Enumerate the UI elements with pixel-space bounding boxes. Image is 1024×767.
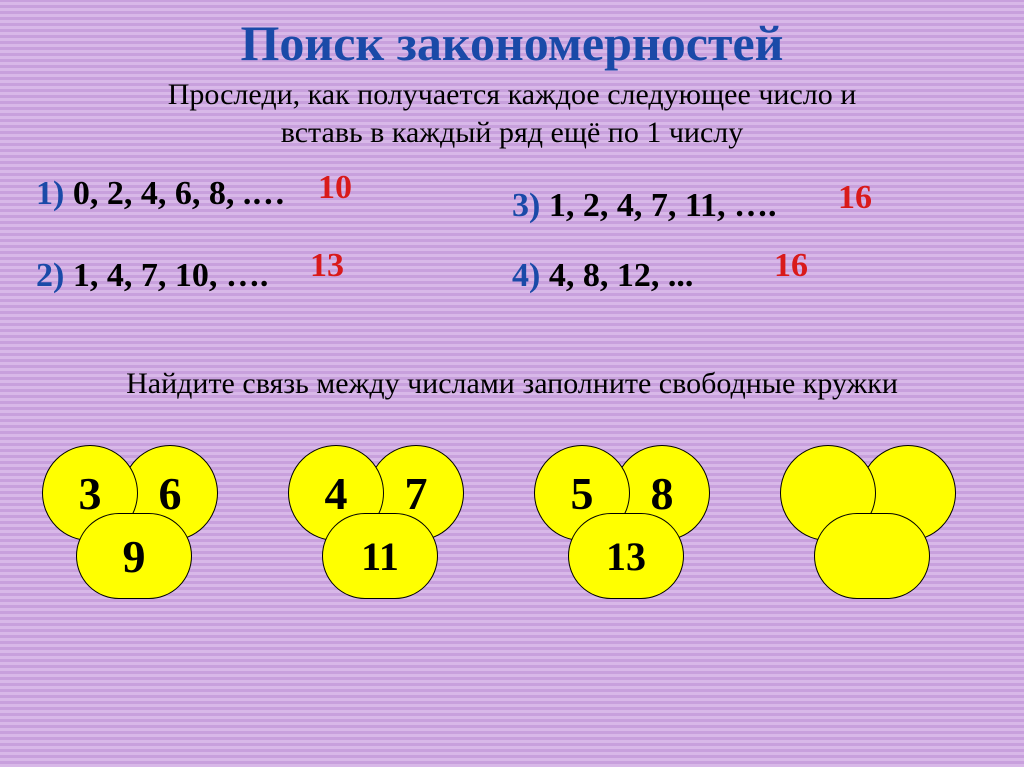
circles-prompt: Найдите связь между числами заполните св… — [0, 367, 1024, 401]
sequences-right-column: 3) 1, 2, 4, 7, 11, …. 16 4) 4, 8, 12, ..… — [512, 175, 988, 339]
sequence-answer: 16 — [838, 179, 872, 217]
circle-cluster-4 — [776, 441, 986, 611]
circle-bottom: 9 — [76, 513, 192, 599]
sequence-number: 4) — [512, 257, 540, 294]
sequence-body: 4, 8, 12, ... — [540, 257, 693, 294]
circle-cluster-1: 6 3 9 — [38, 441, 248, 611]
sequence-3: 3) 1, 2, 4, 7, 11, …. 16 — [512, 187, 988, 231]
subtitle-line-2: вставь в каждый ряд ещё по 1 числу — [281, 116, 744, 149]
page-title: Поиск закономерностей — [0, 0, 1024, 72]
sequence-number: 3) — [512, 187, 540, 224]
circle-bottom: 11 — [322, 513, 438, 599]
sequence-answer: 16 — [774, 247, 808, 285]
sequence-2: 2) 1, 4, 7, 10, …. 13 — [36, 257, 512, 301]
sequence-body: 1, 4, 7, 10, …. — [64, 257, 268, 294]
sequences-left-column: 1) 0, 2, 4, 6, 8, .… 10 2) 1, 4, 7, 10, … — [36, 175, 512, 339]
sequence-number: 1) — [36, 175, 64, 212]
sequence-body: 1, 2, 4, 7, 11, …. — [540, 187, 776, 224]
circle-cluster-3: 8 5 13 — [530, 441, 740, 611]
sequence-answer: 10 — [318, 169, 352, 207]
circle-bottom: 13 — [568, 513, 684, 599]
circle-cluster-2: 7 4 11 — [284, 441, 494, 611]
circle-bottom — [814, 513, 930, 599]
sequence-4: 4) 4, 8, 12, ... 16 — [512, 257, 988, 301]
sequences-block: 1) 0, 2, 4, 6, 8, .… 10 2) 1, 4, 7, 10, … — [0, 175, 1024, 339]
circle-clusters: 6 3 9 7 4 11 8 5 13 — [0, 441, 1024, 611]
sequence-number: 2) — [36, 257, 64, 294]
sequence-1: 1) 0, 2, 4, 6, 8, .… 10 — [36, 175, 512, 219]
sequence-body: 0, 2, 4, 6, 8, .… — [64, 175, 285, 212]
subtitle: Проследи, как получается каждое следующе… — [0, 76, 1024, 151]
subtitle-line-1: Проследи, как получается каждое следующе… — [168, 78, 857, 111]
sequence-answer: 13 — [310, 247, 344, 285]
